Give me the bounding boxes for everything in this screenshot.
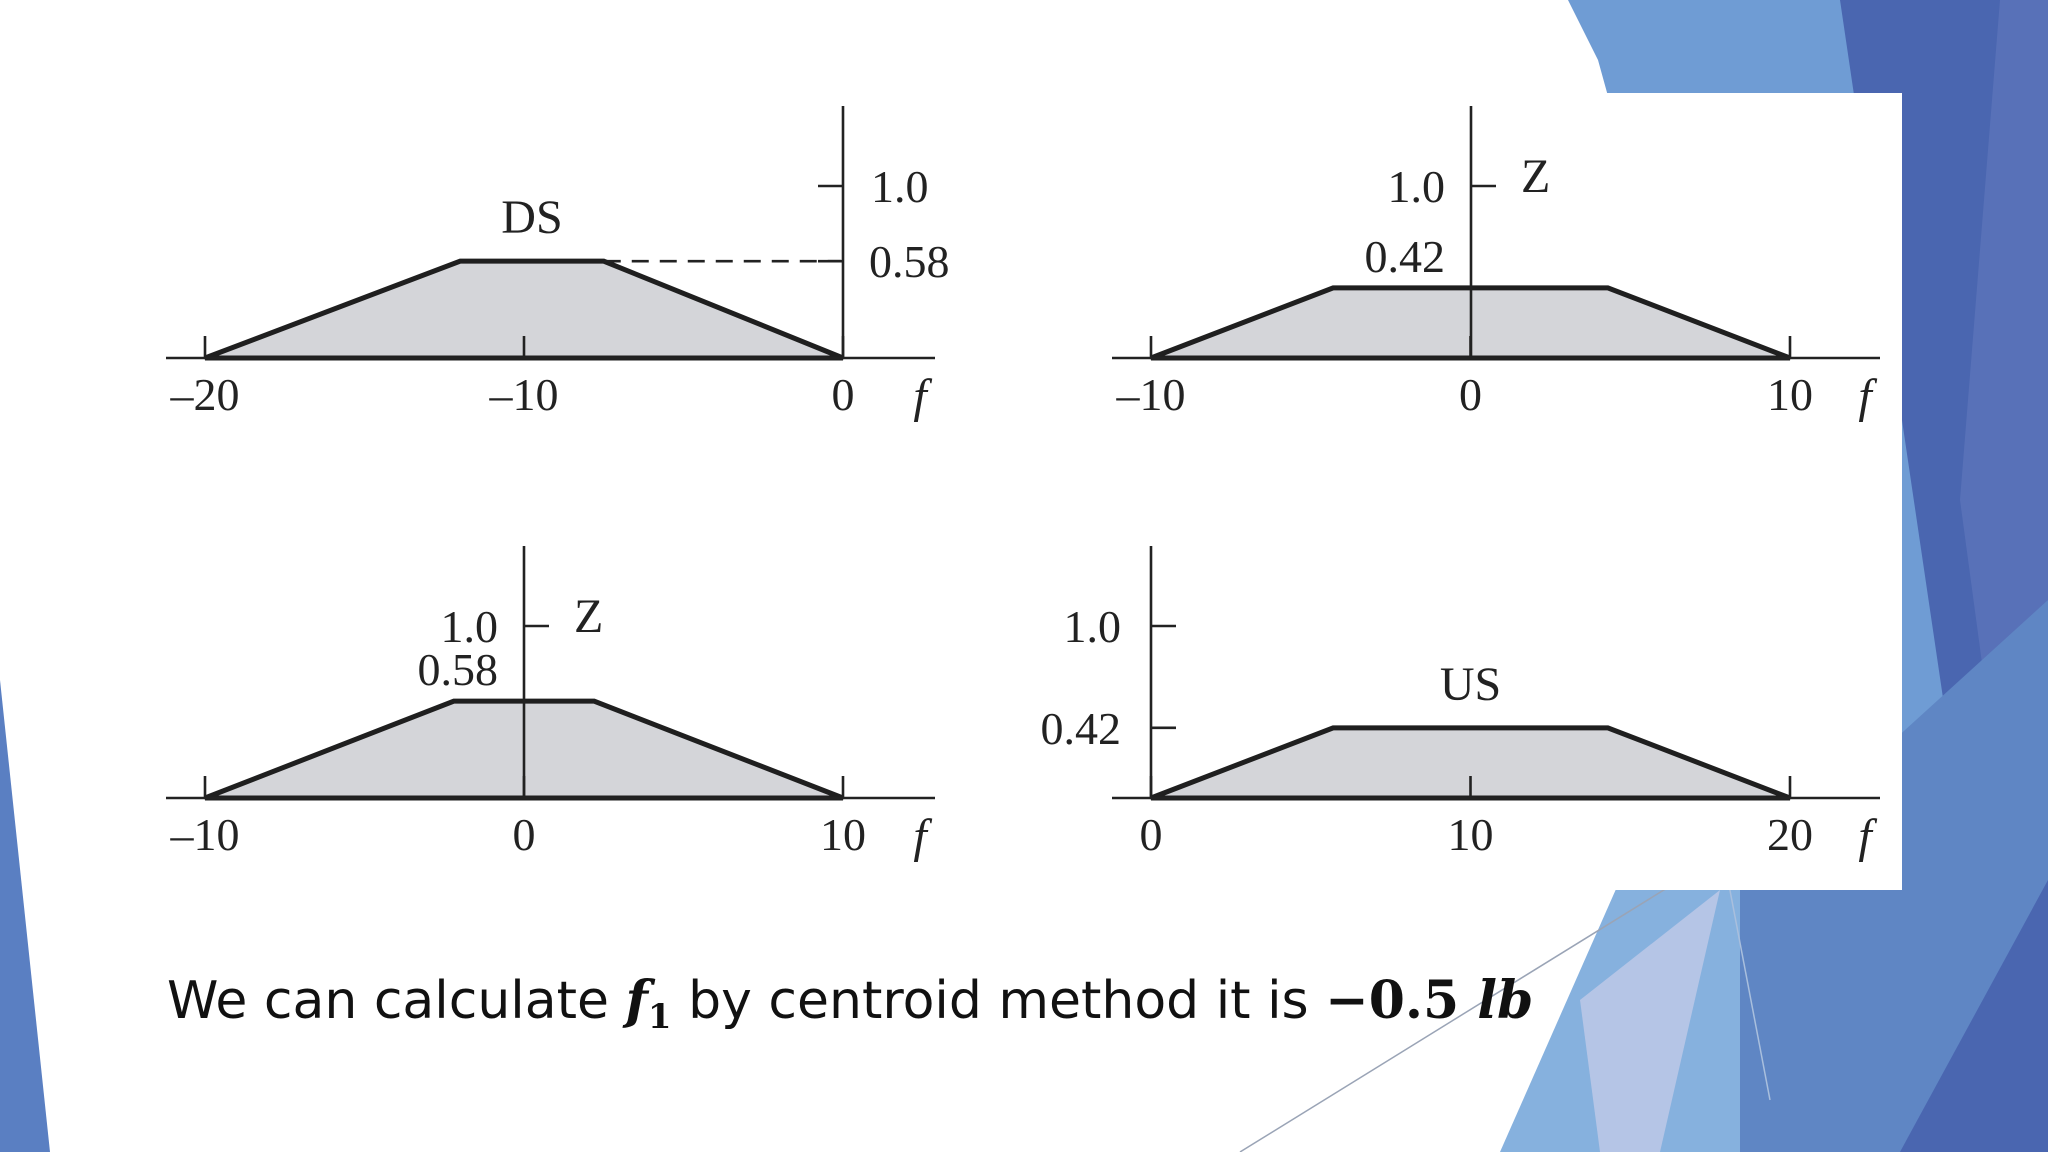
y-label-1: 1.0	[441, 601, 499, 652]
x-tick-label: 10	[820, 809, 866, 860]
theme-shape-bottom-lavender	[1580, 890, 1720, 1152]
x-tick-label: –20	[170, 369, 240, 420]
y-label-height: 0.58	[418, 644, 499, 695]
caption-prefix: We can calculate	[167, 971, 626, 1031]
z-label: Z	[574, 590, 603, 643]
theme-thin-line	[1239, 879, 1681, 1152]
centroid-result-caption: We can calculate f1 by centroid method i…	[167, 975, 1533, 1037]
diagram-3: –10 0 10 f1.00.58Z	[166, 546, 935, 863]
x-tick-label: –10	[489, 369, 559, 420]
x-tick-label: 10	[1767, 369, 1813, 420]
caption-variable: f	[625, 970, 648, 1031]
figure-panel-top	[0, 0, 1568, 94]
x-tick-label: 20	[1767, 809, 1813, 860]
caption-middle: by centroid method it is	[671, 971, 1326, 1031]
shape-label: DS	[501, 191, 562, 244]
shape-label: US	[1440, 658, 1501, 711]
x-tick-label: 10	[1448, 809, 1494, 860]
y-label-1: 1.0	[871, 161, 929, 212]
diagram-2: –10 0 10 f1.00.42Z	[1112, 106, 1880, 423]
y-label-1: 1.0	[1064, 601, 1122, 652]
y-label-height: 0.42	[1365, 231, 1446, 282]
z-label: Z	[1521, 150, 1550, 203]
x-tick-label: –10	[170, 809, 240, 860]
y-label-height: 0.42	[1041, 703, 1122, 754]
x-tick-label: –10	[1116, 369, 1186, 420]
caption-unit: lb	[1477, 970, 1534, 1031]
x-tick-label: 0	[1459, 369, 1482, 420]
theme-thin-line	[1727, 879, 1771, 1101]
x-tick-label: 0	[832, 369, 855, 420]
theme-shape-left-strip	[0, 680, 50, 1152]
y-label-1: 1.0	[1388, 161, 1446, 212]
y-label-height: 0.58	[869, 236, 950, 287]
x-tick-label: 0	[513, 809, 536, 860]
theme-shape-bottom-right-dark	[1900, 880, 2048, 1152]
caption-value: −0.5	[1325, 970, 1478, 1031]
caption-subscript: 1	[647, 997, 672, 1037]
x-tick-label: 0	[1140, 809, 1163, 860]
